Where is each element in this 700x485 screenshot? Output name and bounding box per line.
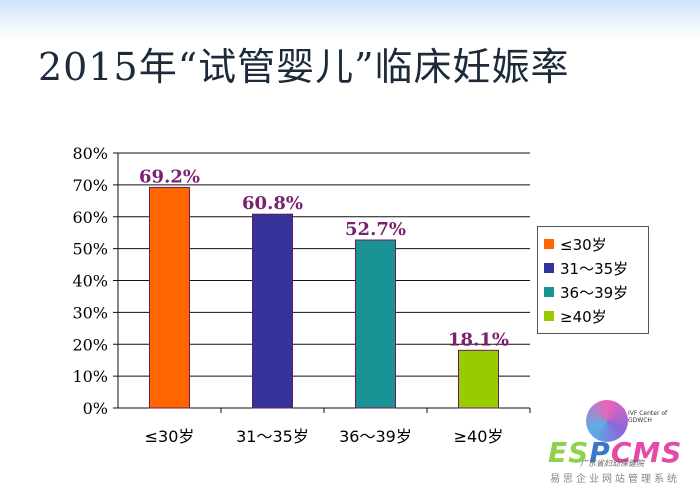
legend-item: 36～39岁 — [544, 280, 642, 304]
slide-title: 2015年“试管婴儿”临床妊娠率 — [38, 45, 570, 89]
legend-label: 31～35岁 — [560, 259, 629, 278]
legend-swatch — [544, 311, 554, 321]
y-tick-label: 70% — [72, 176, 108, 195]
x-tick-label: ≥40岁 — [454, 427, 504, 446]
legend-label: ≤30岁 — [560, 235, 607, 254]
y-tick-label: 50% — [72, 240, 108, 259]
company-logo: IVF Center of GDWCH ESPCMS 广东省妇幼保健院 易思企业… — [546, 398, 698, 485]
x-tick-label: 31～35岁 — [236, 427, 309, 446]
bar — [355, 239, 396, 409]
bar — [252, 213, 293, 409]
data-label: 52.7% — [345, 219, 406, 240]
y-tick-label: 80% — [72, 144, 108, 163]
data-label: 69.2% — [139, 166, 200, 187]
title-background-wave — [0, 0, 700, 40]
legend-swatch — [544, 287, 554, 297]
data-label: 60.8% — [242, 193, 303, 214]
logo-tagline: 易思企业网站管理系统 — [550, 474, 680, 485]
y-tick-label: 40% — [72, 272, 108, 291]
y-tick-label: 10% — [72, 367, 108, 386]
legend-swatch — [544, 239, 554, 249]
y-tick-label: 30% — [72, 303, 108, 322]
x-tick-label: 36～39岁 — [339, 427, 412, 446]
logo-signature: 广东省妇幼保健院 — [580, 459, 644, 468]
legend-item: ≥40岁 — [544, 304, 642, 328]
x-tick-label: ≤30岁 — [145, 427, 195, 446]
legend-label: 36～39岁 — [560, 283, 629, 302]
logo-brand-part: P — [589, 436, 611, 469]
legend-label: ≥40岁 — [560, 307, 607, 326]
logo-center-text: IVF Center of GDWCH — [628, 410, 668, 424]
legend-item: 31～35岁 — [544, 256, 642, 280]
chart-legend: ≤30岁 31～35岁 36～39岁 ≥40岁 — [537, 226, 649, 334]
ivf-center-logo-icon — [586, 400, 628, 442]
legend-swatch — [544, 263, 554, 273]
bar — [458, 349, 499, 409]
y-tick-label: 60% — [72, 208, 108, 227]
y-tick-label: 0% — [83, 399, 108, 418]
logo-brand: ESPCMS — [548, 436, 682, 469]
y-tick-label: 20% — [72, 335, 108, 354]
bar — [149, 186, 190, 409]
logo-brand-part: CMS — [610, 436, 683, 469]
legend-item: ≤30岁 — [544, 232, 642, 256]
logo-brand-part: ES — [548, 436, 590, 469]
data-label: 18.1% — [448, 329, 509, 350]
